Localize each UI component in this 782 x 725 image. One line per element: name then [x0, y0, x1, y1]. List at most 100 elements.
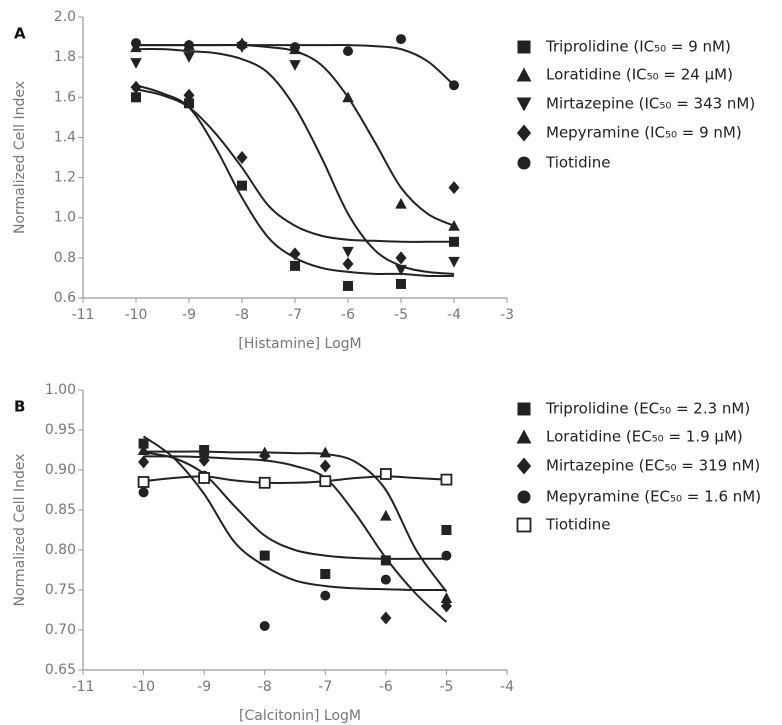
data-point: [343, 280, 353, 291]
data-point: [319, 475, 332, 488]
x-tick-label: -7: [318, 679, 332, 695]
data-point: [319, 446, 332, 458]
data-point: [137, 476, 150, 488]
data-point: [395, 251, 407, 265]
data-point: [138, 455, 150, 469]
data-point: [449, 80, 459, 91]
y-tick-label: 0.70: [45, 622, 76, 638]
data-point: [319, 459, 331, 473]
y-tick-label: 0.65: [45, 662, 76, 678]
x-tick-label: -10: [132, 679, 155, 695]
legend-marker: [517, 40, 531, 54]
data-point: [237, 180, 247, 191]
fit-curve: [135, 88, 454, 243]
data-point: [440, 592, 453, 603]
x-axis-title: [Calcitonin] LogM: [239, 708, 361, 724]
y-axis-title: Normalized Cell Index: [12, 453, 28, 606]
y-tick-label: 1.8: [54, 49, 76, 65]
x-tick-label: -6: [341, 307, 355, 323]
data-point: [131, 92, 141, 103]
data-point: [137, 444, 150, 455]
data-point: [380, 509, 392, 521]
x-tick-label: -6: [379, 679, 393, 695]
y-tick-label: 2.0: [54, 9, 76, 25]
y-tick-label: 0.8: [54, 250, 76, 266]
legend-marker: [516, 517, 532, 533]
data-point: [138, 487, 149, 498]
data-point: [441, 525, 452, 535]
y-tick-label: 1.00: [45, 382, 76, 398]
fit-curve: [142, 435, 447, 592]
data-point: [380, 574, 391, 585]
x-tick-label: -7: [288, 307, 302, 323]
legend-marker: [516, 124, 532, 142]
data-point: [448, 181, 460, 195]
data-point: [380, 555, 391, 566]
data-point: [184, 40, 194, 51]
data-point: [289, 60, 301, 71]
data-point: [320, 590, 331, 601]
data-point: [448, 219, 460, 231]
x-tick-label: -4: [500, 679, 514, 695]
data-point: [259, 621, 270, 631]
data-point: [380, 611, 392, 625]
legend-label: Loratidine (EC₅₀ = 1.9 μM): [546, 428, 743, 446]
x-tick-label: -5: [394, 307, 408, 323]
data-point: [320, 569, 331, 579]
data-point: [130, 58, 142, 69]
data-point: [237, 40, 247, 51]
legend-marker: [516, 457, 532, 475]
fit-curve: [143, 451, 447, 560]
data-point: [343, 46, 353, 57]
data-point: [342, 246, 354, 258]
data-point: [131, 38, 141, 49]
data-point: [138, 438, 149, 449]
panel-label: A: [14, 25, 26, 43]
legend-label: Triprolidine (EC₅₀ = 2.3 nM): [545, 400, 750, 418]
x-tick-label: -10: [125, 307, 148, 323]
y-tick-label: 0.6: [54, 290, 76, 306]
y-tick-label: 0.90: [45, 462, 76, 478]
legend-label: Triprolidine (IC₅₀ = 9 nM): [545, 38, 731, 56]
data-point: [440, 599, 452, 613]
data-point: [259, 550, 270, 561]
legend-marker: [517, 490, 531, 504]
x-tick-label: -9: [197, 679, 211, 695]
data-point: [236, 151, 248, 164]
fit-curve: [143, 455, 448, 623]
data-point: [396, 278, 406, 289]
legend-marker: [516, 67, 532, 82]
y-tick-label: 0.80: [45, 542, 76, 558]
data-point: [289, 247, 301, 261]
fit-curve: [143, 475, 447, 485]
y-tick-label: 1.6: [54, 89, 76, 105]
x-tick-label: -9: [182, 307, 196, 323]
data-point: [440, 473, 453, 486]
y-tick-label: 1.0: [54, 210, 76, 226]
x-tick-label: -11: [72, 679, 95, 695]
data-point: [258, 476, 271, 489]
data-point: [449, 236, 459, 247]
data-point: [379, 468, 392, 480]
legend-label: Tiotidine: [545, 516, 611, 534]
legend-label: Loratidine (IC₅₀ = 24 μM): [546, 66, 733, 84]
fit-curve: [135, 47, 455, 275]
legend-marker: [516, 97, 532, 112]
y-tick-label: 0.95: [45, 422, 76, 438]
y-axis-title: Normalized Cell Index: [12, 81, 28, 234]
data-point: [183, 88, 195, 102]
data-point: [184, 98, 194, 109]
data-point: [290, 42, 300, 53]
x-tick-label: -8: [258, 679, 272, 695]
x-tick-label: -4: [447, 307, 461, 323]
legend-label: Mirtazepine (EC₅₀ = 319 nM): [546, 457, 760, 475]
legend-label: Tiotidine: [545, 154, 611, 172]
data-point: [198, 446, 210, 458]
x-axis-title: [Histamine] LogM: [238, 336, 361, 352]
fit-curve: [136, 43, 455, 227]
data-point: [198, 453, 210, 467]
x-tick-label: -8: [235, 307, 249, 323]
y-tick-label: 0.75: [45, 582, 76, 598]
y-tick-label: 0.85: [45, 502, 76, 518]
